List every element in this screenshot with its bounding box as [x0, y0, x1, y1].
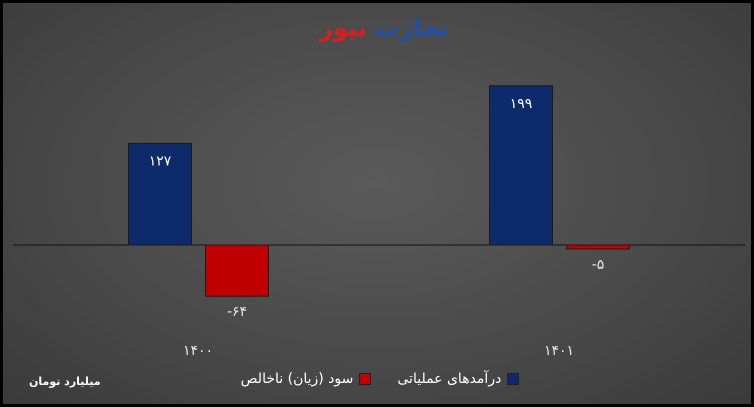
legend-label-profit: سود (زیان) ناخالص [240, 371, 354, 387]
bar-profit-0 [205, 244, 269, 297]
category-label-0: ۱۴۰۰ [183, 343, 213, 359]
legend-item-revenue: درآمدهای عملیاتی [397, 371, 520, 387]
bar-chart: تجارت نیوز ۱۲۷ -۶۴ ۱۴۰۰ ۱۹۹ -۵ ۱۴۰۱ [13, 14, 745, 359]
data-label-revenue-0: ۱۲۷ [149, 153, 172, 169]
bars-group: ۱۲۷ -۶۴ ۱۴۰۰ ۱۹۹ -۵ ۱۴۰۱ [128, 85, 630, 359]
data-label-revenue-1: ۱۹۹ [510, 96, 533, 112]
legend-item-profit: سود (زیان) ناخالص [241, 371, 372, 387]
bar-revenue-0 [128, 142, 192, 246]
logo-part-tejarat: تجارت [375, 14, 448, 42]
legend-label-revenue: درآمدهای عملیاتی [397, 371, 502, 387]
legend-swatch-revenue [507, 373, 520, 385]
data-label-profit-0: -۶۴ [227, 304, 247, 320]
unit-label: میلیارد تومان [29, 375, 101, 388]
bar-revenue-1 [489, 85, 553, 246]
bar-profit-1 [566, 244, 630, 250]
category-label-1: ۱۴۰۱ [544, 343, 574, 359]
logo-part-news: نیوز [318, 14, 367, 42]
data-label-profit-1: -۵ [592, 257, 605, 273]
legend: سود (زیان) ناخالص درآمدهای عملیاتی [3, 371, 751, 387]
legend-swatch-profit [359, 373, 372, 385]
logo: تجارت نیوز [318, 14, 448, 42]
